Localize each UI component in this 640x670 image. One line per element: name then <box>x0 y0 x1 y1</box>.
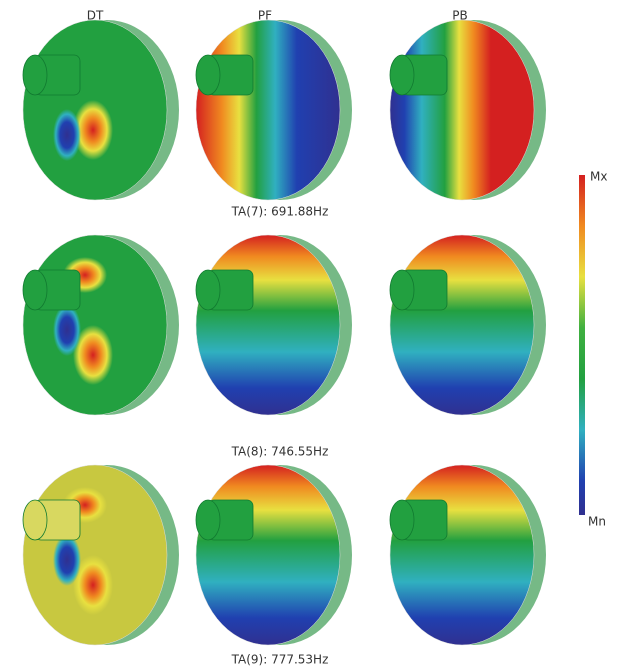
mode-blob <box>73 555 113 615</box>
hub-face <box>195 269 221 311</box>
mode-caption: TA(7): 691.88Hz <box>231 205 329 219</box>
hub-face <box>22 499 48 541</box>
disc <box>195 19 341 201</box>
disc <box>389 19 535 201</box>
hub-face <box>389 54 415 96</box>
disc <box>195 464 341 646</box>
color-bar <box>579 175 585 515</box>
hub-face <box>22 54 48 96</box>
legend-min: Mn <box>588 515 606 529</box>
mode-caption: TA(8): 746.55Hz <box>231 445 329 459</box>
disc <box>195 234 341 416</box>
mode-blob <box>53 109 81 161</box>
column-header: DT <box>87 9 104 23</box>
mode-blob <box>53 534 81 586</box>
hub-face <box>195 54 221 96</box>
mode-blob <box>73 325 113 385</box>
mode-shapes <box>22 19 546 646</box>
column-header: PF <box>258 9 272 23</box>
disc <box>389 234 535 416</box>
mode-blob <box>73 100 113 160</box>
column-header: PB <box>452 9 467 23</box>
disc <box>389 464 535 646</box>
hub-face <box>195 499 221 541</box>
legend-max: Mx <box>590 170 607 184</box>
hub-face <box>389 499 415 541</box>
hub-face <box>22 269 48 311</box>
mode-caption: TA(9): 777.53Hz <box>231 653 329 667</box>
hub-face <box>389 269 415 311</box>
mode-blob <box>53 304 81 356</box>
